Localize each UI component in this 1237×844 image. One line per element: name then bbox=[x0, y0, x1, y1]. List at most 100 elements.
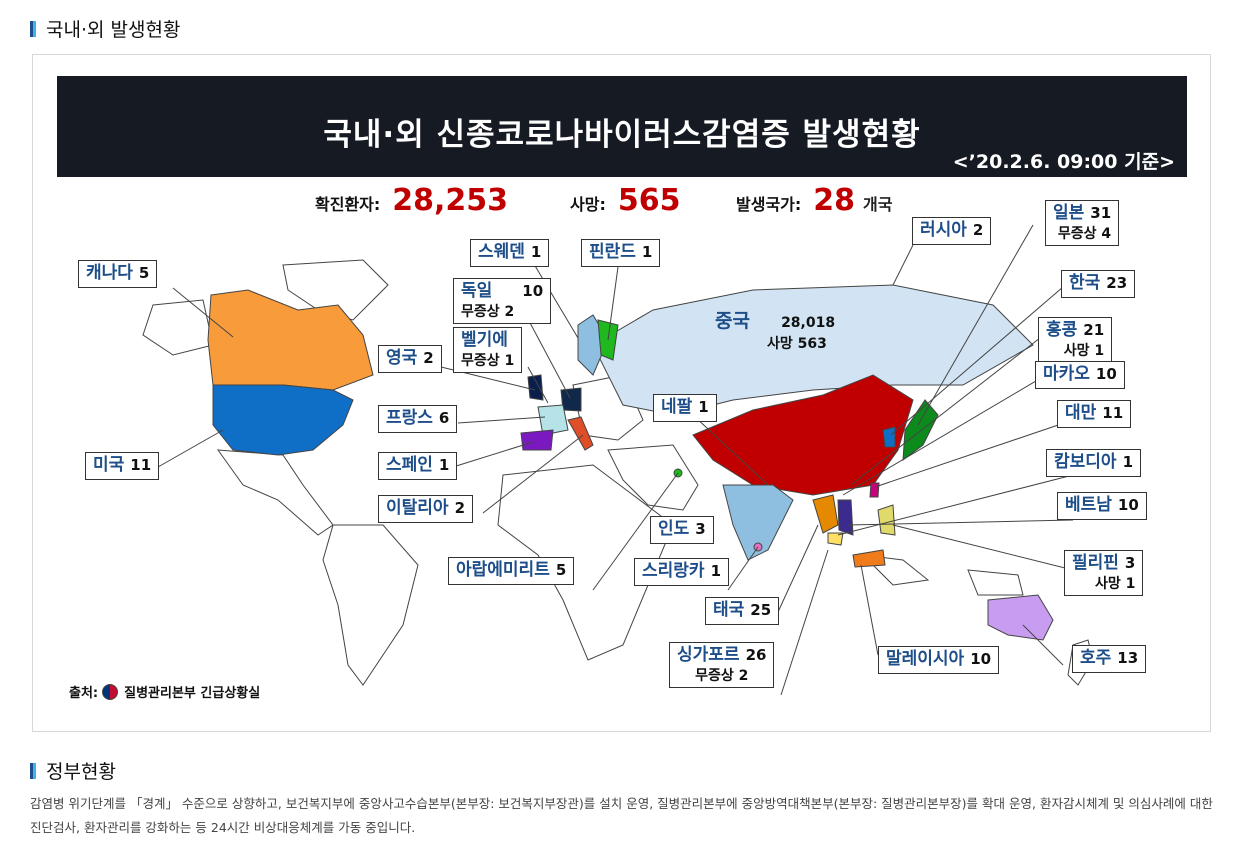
taiwan-count: 11 bbox=[1102, 404, 1124, 422]
stat-countries-label: 발생국가: bbox=[736, 195, 802, 214]
canada-count: 5 bbox=[138, 264, 150, 282]
title-bar-icon bbox=[30, 762, 36, 779]
section-title-outbreak: 국내·외 발생현황 bbox=[30, 15, 180, 42]
callout-thailand: 태국 25 bbox=[705, 597, 780, 625]
singapore-name: 싱가포르 bbox=[677, 645, 740, 665]
spain-name: 스페인 bbox=[386, 455, 433, 475]
callout-vietnam: 베트남 10 bbox=[1057, 492, 1147, 520]
russia-count: 2 bbox=[972, 221, 984, 239]
uae-count: 5 bbox=[555, 561, 567, 579]
banner-title: 국내·외 신종코로나바이러스감염증 발생현황 bbox=[323, 117, 921, 153]
india-name: 인도 bbox=[658, 519, 690, 539]
japan-count: 31 bbox=[1090, 204, 1112, 222]
japan-shape bbox=[902, 399, 939, 462]
callout-spain: 스페인 1 bbox=[378, 452, 458, 480]
vietnam-shape bbox=[837, 499, 854, 536]
india-count: 3 bbox=[695, 520, 706, 538]
stat-deaths-label: 사망: bbox=[570, 195, 606, 214]
section-title-text: 국내·외 발생현황 bbox=[46, 19, 181, 41]
callout-australia: 호주 13 bbox=[1072, 645, 1147, 673]
taiwan-shape bbox=[869, 482, 880, 498]
belgium-name: 벨기에 bbox=[461, 330, 508, 350]
usa-count: 11 bbox=[130, 456, 152, 474]
callout-nepal: 네팔 1 bbox=[653, 394, 717, 422]
china-shape bbox=[692, 374, 914, 496]
singapore-sub: 무증상 2 bbox=[695, 667, 749, 684]
section-title-text: 정부현황 bbox=[46, 761, 116, 783]
kcdc-emblem-icon bbox=[102, 683, 119, 700]
callout-philippines: 필리핀 3 사망 1 bbox=[1064, 550, 1144, 596]
uae-name: 아랍에미리트 bbox=[456, 560, 550, 580]
callout-canada: 캐나다 5 bbox=[78, 260, 158, 288]
thailand-count: 25 bbox=[750, 601, 772, 619]
philippines-count: 3 bbox=[1124, 554, 1136, 572]
korea-count: 23 bbox=[1106, 274, 1128, 292]
cambodia-shape bbox=[827, 532, 844, 546]
callout-sweden: 스웨덴 1 bbox=[470, 239, 550, 267]
china-name: 중국 bbox=[715, 310, 750, 332]
callout-malaysia: 말레이시아 10 bbox=[878, 646, 1000, 674]
malaysia-count: 10 bbox=[970, 650, 992, 668]
philippines-shape bbox=[877, 504, 896, 536]
sweden-name: 스웨덴 bbox=[478, 242, 525, 262]
callout-russia: 러시아 2 bbox=[912, 217, 992, 245]
section-title-government: 정부현황 bbox=[30, 757, 116, 784]
canada-name: 캐나다 bbox=[86, 263, 133, 283]
australia-count: 13 bbox=[1117, 649, 1139, 667]
korea-shape bbox=[882, 426, 896, 448]
callout-srilanka: 스리랑카 1 bbox=[634, 558, 729, 586]
china-cases: 28,018 bbox=[781, 315, 836, 331]
philippines-sub: 사망 1 bbox=[1094, 575, 1136, 592]
france-shape bbox=[537, 404, 569, 436]
japan-sub: 무증상 4 bbox=[1057, 225, 1112, 242]
callout-italy: 이탈리아 2 bbox=[378, 495, 473, 523]
australia-name: 호주 bbox=[1080, 648, 1112, 668]
vietnam-name: 베트남 bbox=[1065, 495, 1112, 515]
callout-singapore: 싱가포르 26 무증상 2 bbox=[669, 642, 775, 688]
spain-shape bbox=[520, 429, 554, 451]
title-bar-icon bbox=[30, 20, 36, 37]
srilanka-name: 스리랑카 bbox=[642, 561, 705, 581]
callout-taiwan: 대만 11 bbox=[1057, 400, 1132, 428]
usa-name: 미국 bbox=[93, 455, 125, 475]
spain-count: 1 bbox=[438, 456, 450, 474]
hongkong-count: 21 bbox=[1083, 321, 1105, 339]
callout-finland: 핀란드 1 bbox=[581, 239, 661, 267]
callout-japan: 일본 31 무증상 4 bbox=[1045, 200, 1120, 246]
callout-cambodia: 캄보디아 1 bbox=[1046, 449, 1141, 477]
canada-shape bbox=[207, 289, 374, 391]
world-map bbox=[142, 224, 1094, 696]
nepal-name: 네팔 bbox=[661, 397, 693, 417]
taiwan-name: 대만 bbox=[1065, 403, 1097, 423]
callout-belgium: 벨기에 무증상 1 bbox=[453, 327, 523, 373]
stat-deaths-value: 565 bbox=[617, 183, 681, 218]
malaysia-name: 말레이시아 bbox=[886, 649, 965, 669]
outbreak-map-panel: 국내·외 신종코로나바이러스감염증 발생현황 <’20.2.6. 09:00 기… bbox=[32, 54, 1211, 732]
uk-count: 2 bbox=[423, 349, 434, 367]
germany-count: 10 bbox=[522, 282, 544, 300]
callout-hongkong: 홍콩 21 사망 1 bbox=[1038, 317, 1113, 363]
srilanka-count: 1 bbox=[710, 562, 721, 580]
italy-count: 2 bbox=[454, 499, 465, 517]
china-label: 중국 28,018 사망 563 bbox=[715, 310, 835, 353]
uk-name: 영국 bbox=[386, 348, 418, 368]
finland-name: 핀란드 bbox=[589, 242, 636, 262]
cambodia-count: 1 bbox=[1122, 453, 1133, 471]
germany-shape bbox=[560, 387, 582, 412]
cambodia-name: 캄보디아 bbox=[1054, 452, 1117, 472]
callout-germany: 독일 10 무증상 2 bbox=[453, 278, 552, 324]
stat-confirmed-value: 28,253 bbox=[392, 183, 509, 218]
italy-shape bbox=[567, 416, 594, 451]
source-label: 출처: bbox=[69, 686, 99, 701]
usa-shape bbox=[212, 384, 354, 456]
nepal-count: 1 bbox=[698, 398, 709, 416]
thailand-name: 태국 bbox=[713, 600, 745, 620]
china-deaths: 사망 563 bbox=[767, 335, 827, 352]
sweden-count: 1 bbox=[530, 243, 542, 261]
macau-count: 10 bbox=[1095, 365, 1117, 383]
india-shape bbox=[722, 484, 794, 561]
stat-countries: 발생국가: 28 개국 bbox=[736, 183, 892, 227]
source-org: 질병관리본부 긴급상황실 bbox=[124, 686, 261, 701]
italy-name: 이탈리아 bbox=[386, 498, 449, 518]
callout-france: 프랑스 6 bbox=[378, 405, 458, 433]
